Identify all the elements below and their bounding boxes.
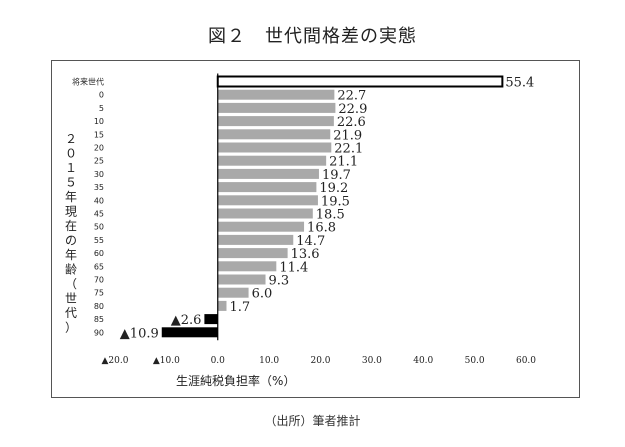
- bar-age-30: [217, 168, 319, 179]
- category-label: 40: [94, 196, 104, 205]
- value-label: 22.9: [338, 102, 367, 117]
- y-axis-label-char: ０: [65, 147, 77, 161]
- y-axis-label-char: 世: [65, 292, 77, 306]
- category-label: 80: [94, 302, 104, 311]
- value-label: 21.9: [333, 128, 362, 143]
- category-label: 70: [94, 276, 104, 285]
- value-label: ▲2.6: [171, 313, 202, 328]
- category-label: 35: [94, 183, 104, 192]
- category-label: 0: [99, 91, 104, 100]
- category-label: 5: [99, 104, 104, 113]
- x-tick-label: ▲10.0: [153, 356, 180, 366]
- value-label: 19.7: [322, 168, 351, 183]
- bar-age-50: [217, 221, 305, 232]
- x-tick-label: 30.0: [362, 356, 382, 366]
- y-axis-label-char: 代: [65, 306, 77, 320]
- category-label: 85: [94, 315, 104, 324]
- y-axis-label-char: 年: [65, 190, 77, 204]
- x-tick-label: 0.0: [211, 356, 226, 366]
- value-label: 21.1: [329, 155, 358, 170]
- bar-age-35: [217, 182, 317, 193]
- y-axis-label-char: 年: [65, 248, 77, 262]
- source-note: （出所）筆者推計: [264, 414, 361, 428]
- bar-age-70: [217, 274, 266, 285]
- y-axis-label-char: 在: [65, 219, 77, 233]
- category-label: 45: [94, 210, 104, 219]
- x-tick-label: 10.0: [259, 356, 279, 366]
- category-label: 15: [94, 130, 104, 139]
- x-tick-label: 20.0: [310, 356, 330, 366]
- category-label: 25: [94, 157, 104, 166]
- chart-title: 図２ 世代間格差の実態: [208, 26, 417, 47]
- value-label: 19.2: [319, 181, 348, 196]
- category-label: 60: [94, 249, 104, 258]
- category-label: 将来世代: [72, 77, 104, 87]
- bar-future: [216, 75, 504, 88]
- value-label: ▲10.9: [120, 326, 159, 341]
- value-label: 6.0: [252, 287, 273, 302]
- bar-age-85: [204, 314, 218, 325]
- value-label: 9.3: [269, 274, 290, 289]
- bar-age-65: [217, 261, 277, 272]
- value-label: 16.8: [307, 221, 336, 236]
- x-tick-label: 60.0: [516, 356, 536, 366]
- bar-chart: 将来世代 55.4 0 22.7 5 22.9 10 22.6 15 21.9 20 22.1 25 21…: [65, 73, 536, 388]
- value-label: 22.7: [337, 89, 366, 104]
- y-axis-label-char: の: [65, 234, 77, 248]
- bar-age-10: [217, 116, 334, 127]
- x-tick-label: 50.0: [465, 356, 485, 366]
- bar-age-5: [217, 102, 336, 113]
- y-axis-label-char: 齢: [65, 262, 77, 277]
- y-axis-label-char: １: [65, 161, 77, 175]
- bar-age-45: [217, 208, 313, 219]
- category-label: 30: [94, 170, 104, 179]
- value-label: 13.6: [291, 247, 320, 262]
- bar-age-40: [217, 195, 318, 206]
- value-label: 11.4: [279, 260, 308, 275]
- y-axis-label-char: 現: [65, 205, 77, 219]
- category-label: 20: [94, 144, 104, 153]
- value-label: 14.7: [296, 234, 325, 249]
- x-axis-label: 生涯純税負担率（%）: [176, 373, 295, 388]
- value-label: 18.5: [316, 208, 345, 223]
- bar-age-55: [217, 234, 294, 245]
- y-axis-label-char: ５: [65, 176, 77, 190]
- bar-age-75: [217, 287, 249, 298]
- bar-age-80: [217, 300, 227, 311]
- y-axis-label-char: ２: [65, 132, 77, 146]
- bar-age-90: [161, 327, 218, 338]
- category-label: 55: [94, 236, 104, 245]
- bar-age-60: [217, 248, 288, 259]
- category-label: 90: [94, 328, 104, 337]
- category-label: 65: [94, 262, 104, 271]
- value-label: 55.4: [505, 76, 534, 91]
- bar-age-15: [217, 129, 331, 140]
- x-tick-label: ▲20.0: [102, 356, 129, 366]
- category-label: 50: [94, 223, 104, 232]
- y-axis-label-char: （: [65, 277, 77, 291]
- value-label: 22.1: [334, 142, 363, 157]
- bar-age-0: [217, 89, 335, 100]
- category-label: 10: [94, 117, 104, 126]
- value-label: 22.6: [337, 115, 366, 130]
- x-tick-label: 40.0: [413, 356, 433, 366]
- y-axis-label-char: ）: [65, 321, 77, 335]
- category-label: 75: [94, 289, 104, 298]
- value-label: 19.5: [321, 194, 350, 209]
- chart-frame: 将来世代 55.4 0 22.7 5 22.9 10 22.6 15 21.9 20 22.1 25 21…: [51, 60, 580, 398]
- bar-age-20: [217, 142, 332, 153]
- bar-age-25: [217, 155, 327, 166]
- value-label: 1.7: [229, 300, 250, 315]
